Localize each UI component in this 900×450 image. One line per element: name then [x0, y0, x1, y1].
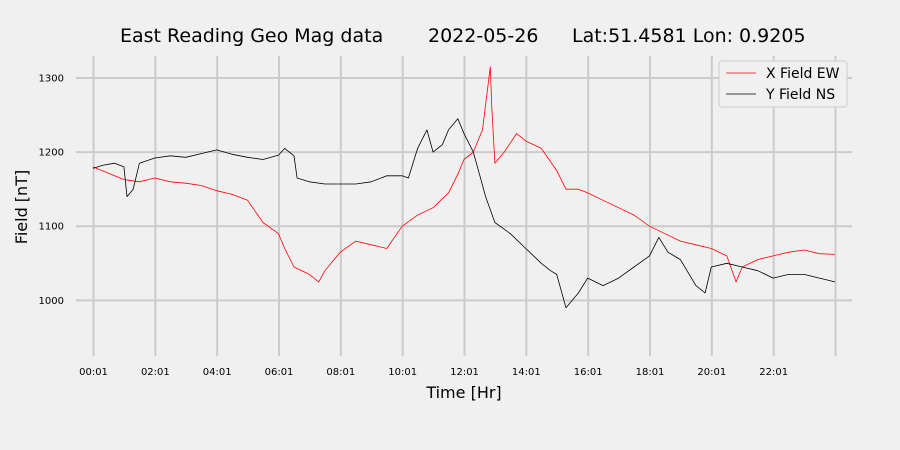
x-tick-label: 16:01 [574, 367, 603, 378]
y-tick-labels: 1000 1100 1200 1300 [39, 73, 64, 306]
x-tick-label: 10:01 [388, 367, 417, 378]
x-axis-label: Time [Hr] [425, 383, 501, 402]
legend: X Field EW Y Field NS [718, 60, 848, 108]
chart-title-part-3: Lat:51.4581 Lon: 0.9205 [572, 25, 806, 47]
chart-title-part-2: 2022-05-26 [428, 25, 538, 47]
x-tick-label: 08:01 [326, 367, 355, 378]
x-tick-label: 20:01 [697, 367, 726, 378]
y-tick-label: 1200 [39, 148, 64, 159]
x-tick-label: 18:01 [636, 367, 665, 378]
chart-title-part-1: East Reading Geo Mag data [120, 25, 383, 47]
x-tick-labels: 00:01 02:01 04:01 06:01 08:01 10:01 12:01 14:01… [79, 367, 788, 378]
y-axis-label: Field [nT] [12, 170, 31, 244]
x-tick-label: 02:01 [141, 367, 170, 378]
x-tick-label: 00:01 [79, 367, 108, 378]
series-lines [92, 66, 836, 309]
y-tick-label: 1300 [39, 73, 64, 84]
x-tick-label: 04:01 [203, 367, 232, 378]
legend-box [718, 60, 848, 108]
y-tick-label: 1100 [39, 222, 64, 233]
legend-label-x-field: X Field EW [766, 66, 840, 82]
x-tick-label: 06:01 [265, 367, 294, 378]
x-tick-label: 14:01 [512, 367, 541, 378]
x-tick-label: 22:01 [759, 367, 788, 378]
legend-label-y-field: Y Field NS [765, 87, 835, 103]
series-line-y-field-ns [92, 118, 836, 309]
y-tick-label: 1000 [39, 296, 64, 307]
x-tick-label: 12:01 [450, 367, 479, 378]
